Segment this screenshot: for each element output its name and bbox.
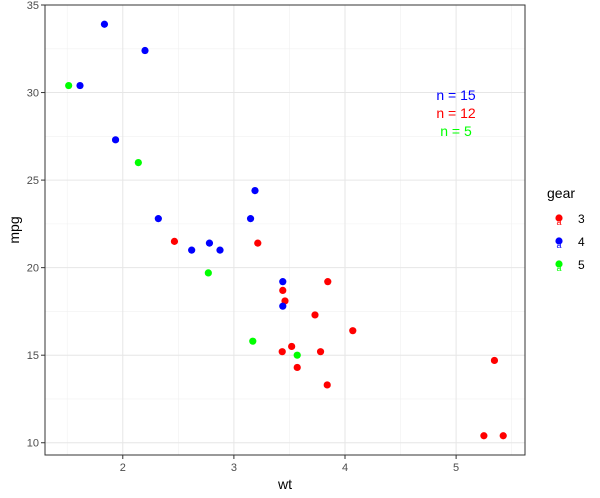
data-point-gear-5 <box>204 269 212 277</box>
legend-label: 4 <box>578 235 585 249</box>
data-point-gear-4 <box>154 215 162 223</box>
data-point-gear-5 <box>134 158 142 167</box>
legend-items: a 3 a 4 a 5 <box>555 212 585 273</box>
data-point-gear-3 <box>279 286 287 295</box>
plot-panel-border <box>44 4 526 456</box>
legend-key-glyph: a <box>556 240 561 250</box>
legend-key-glyph: a <box>556 263 561 273</box>
legend: gear a 3 a 4 a 5 <box>547 185 585 273</box>
data-point-gear-4 <box>100 20 109 28</box>
data-point-gear-4 <box>279 278 287 286</box>
legend-title: gear <box>547 185 575 201</box>
count-annotation: n = 12 <box>436 105 476 121</box>
data-point-gear-3 <box>278 348 286 356</box>
minor-gridlines <box>45 5 525 455</box>
y-tick-label: 35 <box>27 0 39 12</box>
legend-label: 5 <box>578 258 585 272</box>
y-axis: 10 15 20 25 30 35 <box>27 0 45 450</box>
data-point-gear-3 <box>254 239 262 247</box>
data-point-gear-3 <box>480 432 488 440</box>
data-point-gear-3 <box>323 381 331 389</box>
data-point-gear-3 <box>490 356 499 365</box>
major-gridlines <box>45 4 525 455</box>
x-tick-label: 3 <box>231 462 237 474</box>
data-point-gear-3 <box>170 237 179 245</box>
legend-label: 3 <box>578 212 585 226</box>
y-tick-label: 10 <box>27 438 39 450</box>
x-axis: 2 3 4 5 <box>120 455 459 474</box>
data-point-gear-5 <box>65 81 73 90</box>
count-annotation: n = 5 <box>440 123 472 139</box>
data-point-gear-3 <box>499 432 507 440</box>
y-tick-label: 30 <box>27 88 39 100</box>
x-tick-label: 5 <box>453 462 459 474</box>
data-point-gear-3 <box>288 342 296 351</box>
x-axis-title: wt <box>277 476 292 492</box>
data-point-gear-4 <box>76 81 84 90</box>
y-tick-label: 20 <box>27 263 39 275</box>
y-tick-label: 15 <box>27 350 39 362</box>
data-point-gear-4 <box>188 246 196 254</box>
legend-key-point <box>555 237 563 245</box>
data-point-gear-3 <box>324 278 332 286</box>
data-point-gear-3 <box>311 311 319 319</box>
data-points <box>65 20 507 440</box>
count-annotations: n = 15 n = 12 n = 5 <box>436 87 476 139</box>
legend-key-point <box>555 260 563 268</box>
data-point-gear-4 <box>216 246 224 254</box>
data-point-gear-4 <box>251 187 259 195</box>
data-point-gear-3 <box>316 348 325 356</box>
count-annotation: n = 15 <box>436 87 476 103</box>
data-point-gear-5 <box>249 337 257 345</box>
y-tick-label: 25 <box>27 175 39 187</box>
legend-key-glyph: a <box>556 217 561 227</box>
x-tick-label: 2 <box>120 462 126 474</box>
data-point-gear-3 <box>293 363 301 372</box>
data-point-gear-4 <box>141 46 149 55</box>
x-tick-label: 4 <box>342 462 348 474</box>
data-point-gear-4 <box>279 302 287 310</box>
data-point-gear-3 <box>349 327 357 335</box>
y-axis-title: mpg <box>6 216 22 243</box>
data-point-gear-5 <box>293 351 301 359</box>
data-point-gear-4 <box>205 239 214 247</box>
legend-key-point <box>555 214 563 222</box>
data-point-gear-4 <box>111 136 120 144</box>
data-point-gear-4 <box>246 215 255 223</box>
